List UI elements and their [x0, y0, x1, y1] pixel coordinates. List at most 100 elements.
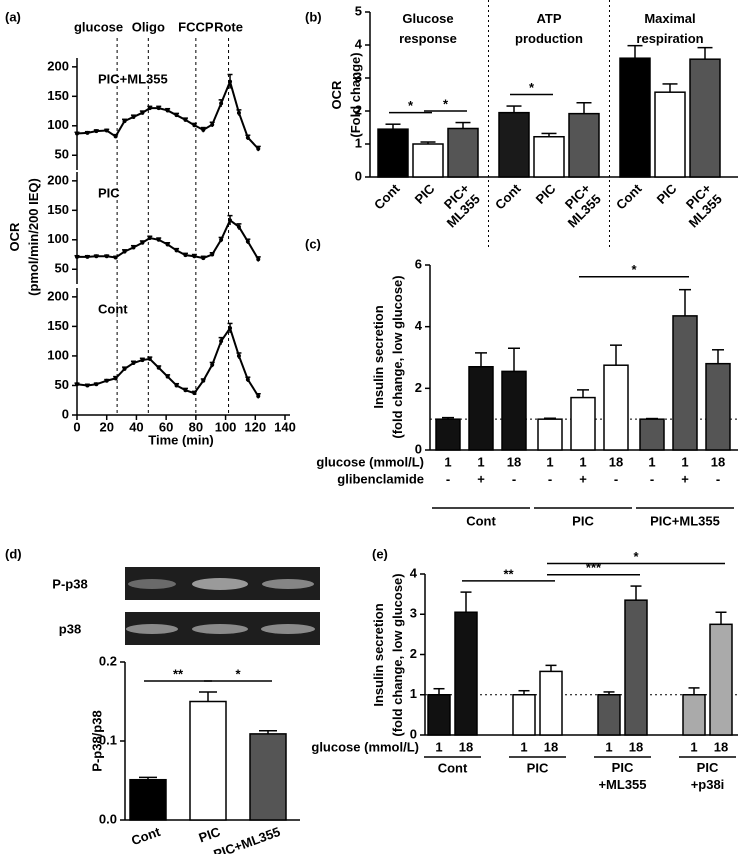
group-name-line: +ML355: [598, 777, 646, 792]
x-tick-label: PIC+ML355: [554, 181, 604, 231]
group-name-line: +p38i: [691, 777, 725, 792]
x-tick-label: Cont: [129, 824, 163, 848]
bar: [435, 418, 461, 451]
x-tick-label: 40: [129, 419, 143, 434]
point: [140, 110, 145, 115]
row-value: -: [548, 471, 552, 486]
group-name: PIC +p38i: [691, 760, 725, 792]
y-tick-label: 2: [410, 646, 417, 661]
y-tick-label: 6: [415, 256, 422, 271]
point: [165, 374, 170, 379]
error-bar: [139, 776, 157, 780]
error-bar: [662, 83, 678, 93]
group-title-line: respiration: [636, 31, 703, 46]
y-tick-label: 5: [355, 3, 362, 18]
y-tick-label: 200: [47, 172, 69, 187]
point: [156, 237, 161, 242]
point: [228, 79, 233, 84]
error-bar: [259, 729, 277, 734]
y-tick-label: 50: [55, 147, 69, 162]
row-value: -: [650, 471, 654, 486]
x-tick-label: 60: [159, 419, 173, 434]
panel-label: (d): [5, 546, 22, 561]
point: [228, 326, 233, 331]
point: [183, 117, 188, 122]
point: [219, 237, 224, 242]
western-blot: [125, 567, 320, 645]
x-tick-label: 120: [244, 419, 266, 434]
group-name: PIC +ML355: [598, 760, 646, 792]
row-value: 18: [714, 739, 728, 754]
group-title: ATP production: [515, 11, 583, 46]
x-tick-label: 20: [99, 419, 113, 434]
point: [183, 388, 188, 393]
error-bar: [442, 416, 454, 420]
significance-label: ***: [586, 560, 602, 575]
group-title-line: Glucose: [402, 11, 453, 26]
group-title: Glucose response: [399, 11, 457, 46]
bar: [619, 57, 651, 178]
error-bar: [603, 691, 615, 695]
row-label: glucose (mmol/L): [316, 454, 424, 469]
x-tick-label: 0: [73, 419, 80, 434]
y-tick-label: 1: [410, 686, 417, 701]
x-tick-label: PIC+ML355: [433, 181, 483, 231]
y-tick-label: 150: [47, 88, 69, 103]
bar: [705, 362, 731, 451]
row-value: +: [681, 471, 689, 486]
bar: [129, 778, 167, 821]
point: [192, 391, 197, 396]
bar: [709, 623, 733, 736]
y-axis-label-line: (fold change, low glucose): [390, 573, 405, 736]
significance-label: *: [443, 96, 449, 111]
point: [147, 236, 152, 241]
point: [174, 383, 179, 388]
x-tick-label: PIC: [533, 181, 559, 207]
point: [94, 254, 99, 259]
blot-band: [126, 624, 178, 634]
y-tick-label: 200: [47, 288, 69, 303]
row-value: +: [477, 471, 485, 486]
y-tick-label: 4: [355, 36, 363, 51]
group-name-line: PIC: [612, 760, 634, 775]
bar: [454, 611, 478, 736]
y-axis-label-line: (fold change, low glucose): [390, 275, 405, 438]
series-name: PIC+ML355: [98, 71, 168, 86]
bar: [597, 694, 621, 736]
group-name: Cont: [466, 513, 496, 528]
point: [131, 114, 136, 119]
point: [236, 110, 241, 115]
y-axis-label-line: Insulin secretion: [371, 305, 386, 408]
bar: [249, 733, 287, 821]
row-value: -: [614, 471, 618, 486]
row-label: glibenclamide: [337, 471, 424, 486]
point: [140, 358, 145, 363]
error-bar: [630, 585, 642, 601]
injection-label: FCCP: [178, 19, 214, 34]
y-tick-label: 3: [355, 69, 362, 84]
error-bar: [541, 132, 557, 137]
row-value: 1: [681, 454, 688, 469]
y-tick-label: 100: [47, 231, 69, 246]
point: [256, 394, 261, 399]
y-axis-label-line: Insulin secretion: [371, 603, 386, 706]
point: [104, 378, 109, 383]
blot-label: P-p38: [52, 576, 87, 591]
error-bar: [610, 344, 622, 366]
point: [156, 365, 161, 370]
point: [113, 255, 118, 260]
point: [210, 252, 215, 257]
row-value: -: [512, 471, 516, 486]
group-title: Maximal respiration: [636, 11, 703, 46]
error-bar: [433, 687, 445, 695]
error-bar: [518, 689, 530, 695]
group-title-line: production: [515, 31, 583, 46]
significance-label: *: [633, 549, 639, 564]
blot-band: [128, 579, 176, 589]
error-bar: [697, 46, 713, 60]
point: [228, 218, 233, 223]
point: [147, 106, 152, 111]
panel-label: (c): [305, 236, 321, 251]
y-tick-label: 200: [47, 58, 69, 73]
row-value: 1: [690, 739, 697, 754]
